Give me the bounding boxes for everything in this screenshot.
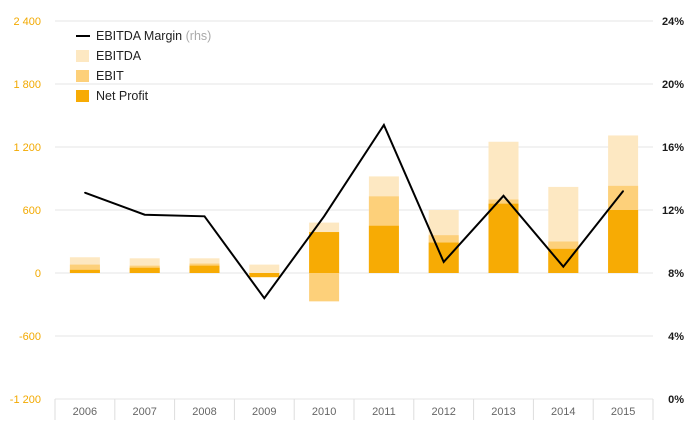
y-right-tick-label: 4% (668, 331, 684, 343)
y-left-tick-label: 1 800 (13, 79, 41, 91)
legend-item-ebit: EBIT (76, 69, 124, 83)
bar-net-profit (69, 269, 100, 273)
point-ebitda-margin (84, 191, 86, 194)
x-tick-label: 2007 (132, 406, 156, 418)
bar-ebitda (249, 264, 280, 273)
point-ebitda-margin (622, 190, 624, 192)
legend-label-ebitda-margin: EBITDA Margin (96, 29, 182, 43)
point-ebitda-margin (323, 215, 325, 218)
point-ebitda-margin (143, 213, 146, 216)
x-tick-label: 2015 (611, 406, 635, 418)
point-ebitda-margin (263, 297, 266, 300)
line-ebitda-margin (84, 122, 624, 300)
y-right-tick-label: 16% (662, 142, 684, 154)
svg-text:EBITDA Margin (rhs): EBITDA Margin (rhs) (96, 29, 211, 43)
legend-swatch-ebitda (76, 50, 89, 62)
x-tick-label: 2013 (491, 406, 515, 418)
y-left-tick-label: 600 (23, 205, 41, 217)
y-right-tick-label: 20% (662, 79, 684, 91)
x-tick-label: 2009 (252, 406, 276, 418)
y-right-tick-label: 12% (662, 205, 684, 217)
point-ebitda-margin (502, 195, 505, 197)
legend-swatch-ebit (76, 70, 89, 82)
bar-net-profit (129, 267, 160, 273)
bar-ebit (69, 264, 100, 273)
y-left-tick-label: -600 (19, 331, 41, 343)
y-right-tick-label: 8% (668, 268, 684, 280)
y-left-tick-label: 0 (35, 268, 41, 280)
bar-ebit (309, 273, 340, 302)
bar-net-profit (189, 265, 220, 273)
legend-label-net-profit: Net Profit (96, 89, 149, 103)
point-ebitda-margin (383, 124, 385, 126)
x-tick-label: 2008 (192, 406, 216, 418)
legend-item-ebitda: EBITDA (76, 49, 142, 63)
bar-net-profit (249, 273, 280, 278)
x-tick-label: 2014 (551, 406, 575, 418)
axes-layer: -1 200 0% -600 4% 0 8% 600 12% 1 200 16% 1 800 20% 2… (10, 16, 684, 420)
legend-swatch-net-profit (76, 90, 89, 102)
x-tick-label: 2011 (372, 406, 396, 418)
y-left-tick-label: -1 200 (10, 394, 41, 406)
x-tick-label: 2006 (73, 406, 97, 418)
legend: EBITDA Margin (rhs) EBITDA EBIT Net Prof… (76, 29, 211, 103)
bars-layer (69, 135, 639, 302)
x-tick-label: 2010 (312, 406, 336, 418)
legend-label-ebit: EBIT (96, 69, 124, 83)
x-tick-label: 2012 (431, 406, 455, 418)
legend-label-ebitda: EBITDA (96, 49, 142, 63)
legend-suffix-rhs: (rhs) (186, 29, 212, 43)
point-ebitda-margin (442, 261, 445, 263)
bar-net-profit (608, 210, 639, 273)
y-right-tick-label: 24% (662, 16, 684, 28)
legend-item-net-profit: Net Profit (76, 89, 149, 103)
line-layer (84, 122, 624, 300)
point-ebitda-margin (562, 265, 565, 268)
bar-net-profit (368, 225, 399, 273)
y-right-tick-label: 0% (668, 394, 684, 406)
legend-item-ebitda-margin: EBITDA Margin (rhs) (76, 29, 211, 43)
bar-net-profit (428, 242, 459, 273)
y-left-tick-label: 2 400 (13, 16, 41, 28)
point-ebitda-margin (203, 215, 206, 218)
bar-net-profit (309, 232, 340, 273)
bar-net-profit (488, 203, 519, 273)
y-left-tick-label: 1 200 (13, 142, 41, 154)
